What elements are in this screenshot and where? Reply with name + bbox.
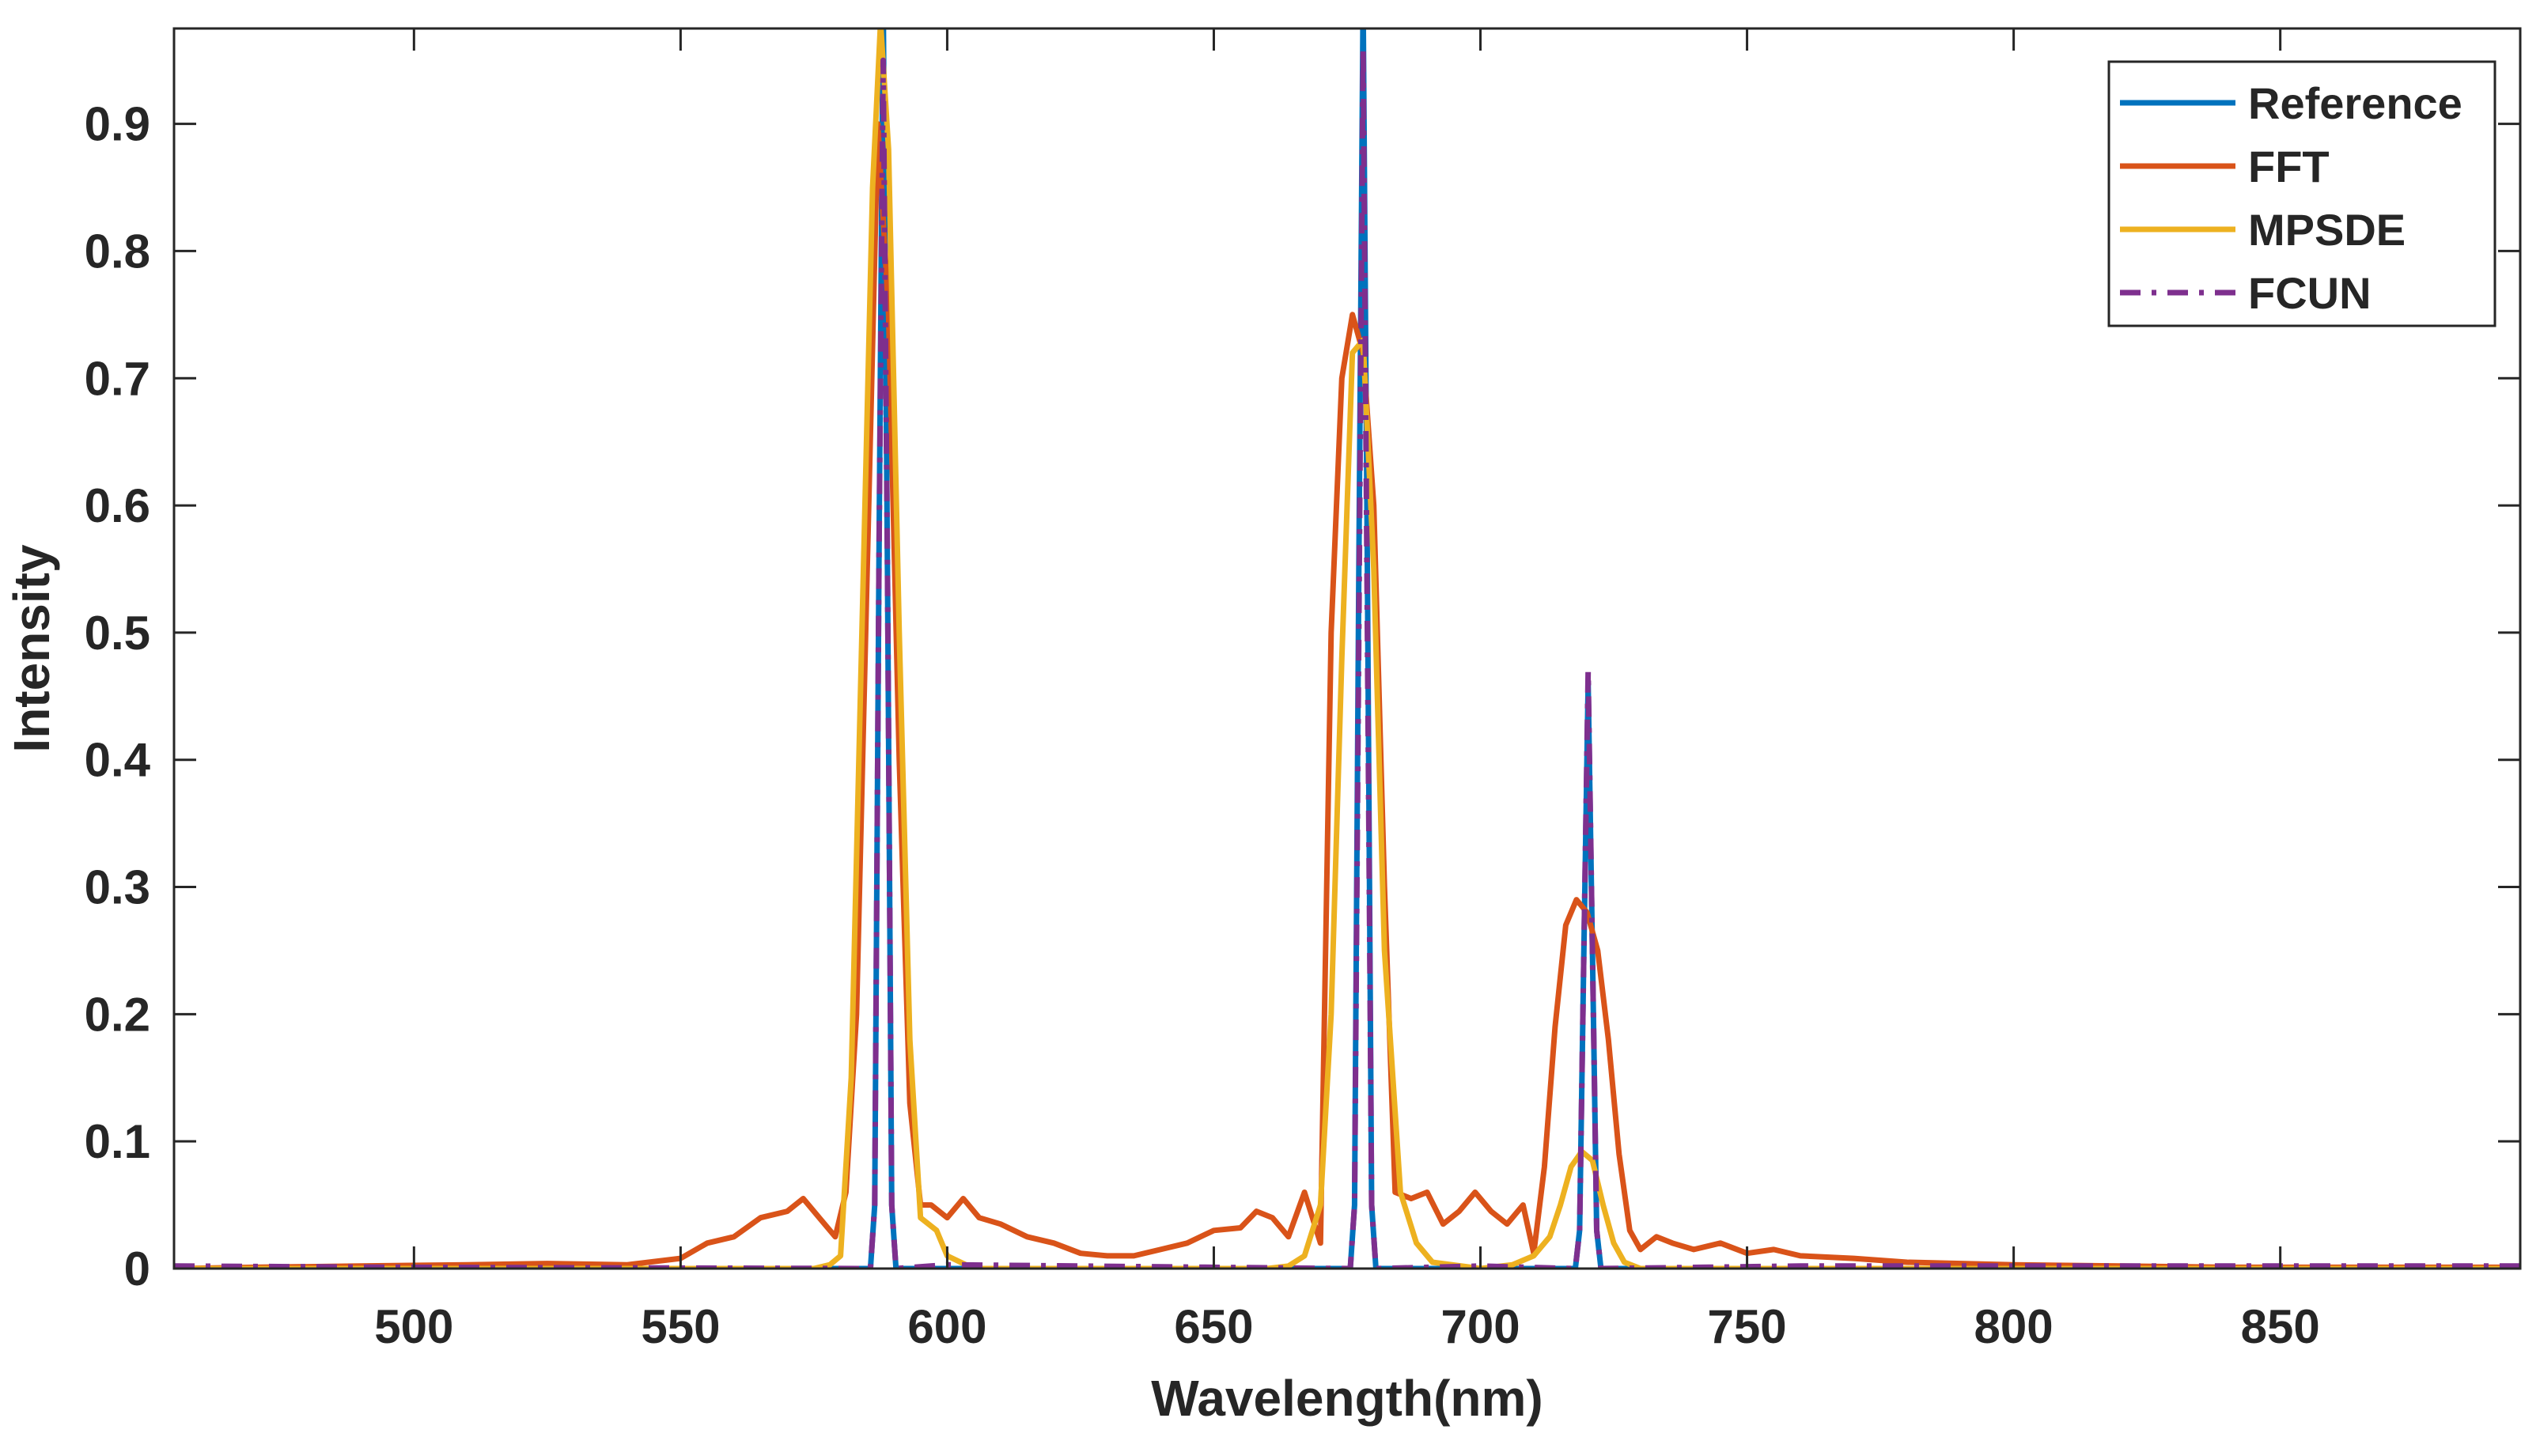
x-axis-label: Wavelength(nm)	[1151, 1370, 1543, 1427]
legend-label-reference: Reference	[2248, 78, 2462, 128]
y-tick-label: 0.8	[85, 225, 150, 278]
x-tick-label: 700	[1440, 1300, 1520, 1353]
y-tick-label: 0.1	[85, 1115, 150, 1168]
y-tick-label: 0.4	[85, 734, 151, 787]
y-tick-label: 0.7	[85, 352, 150, 405]
x-tick-label: 600	[907, 1300, 986, 1353]
series-line-fcun	[174, 44, 2520, 1269]
legend-label-fft: FFT	[2248, 142, 2330, 191]
x-tick-label: 500	[374, 1300, 453, 1353]
y-tick-label: 0.3	[85, 861, 150, 914]
y-axis-label: Intensity	[3, 544, 60, 753]
x-tick-label: 550	[641, 1300, 720, 1353]
plot-frame	[172, 27, 2522, 1270]
legend-label-fcun: FCUN	[2248, 268, 2372, 318]
y-tick-label: 0.9	[85, 98, 150, 151]
legend-items: Reference FFT MPSDE FCUN	[2120, 78, 2462, 318]
y-tick-label: 0.2	[85, 988, 150, 1041]
legend-label-mpsde: MPSDE	[2248, 205, 2406, 255]
x-tick-label: 650	[1174, 1300, 1253, 1353]
series-line-mpsde	[174, 28, 2520, 1269]
y-tick-label: 0	[124, 1242, 150, 1295]
axis-layer: 500 550 600 650 700 750 800 850 0 0.1 0.2 0.3 0.4 0.5…	[85, 28, 2520, 1353]
y-tick-label: 0.6	[85, 479, 150, 532]
y-tick-label: 0.5	[85, 607, 150, 660]
legend-box	[2107, 60, 2496, 327]
series-layer	[174, 28, 2520, 1269]
x-tick-label: 800	[1974, 1300, 2054, 1353]
x-tick-label: 850	[2241, 1300, 2320, 1353]
legend: Reference FFT MPSDE FCUN	[2107, 60, 2496, 327]
x-tick-label: 750	[1708, 1300, 1787, 1353]
